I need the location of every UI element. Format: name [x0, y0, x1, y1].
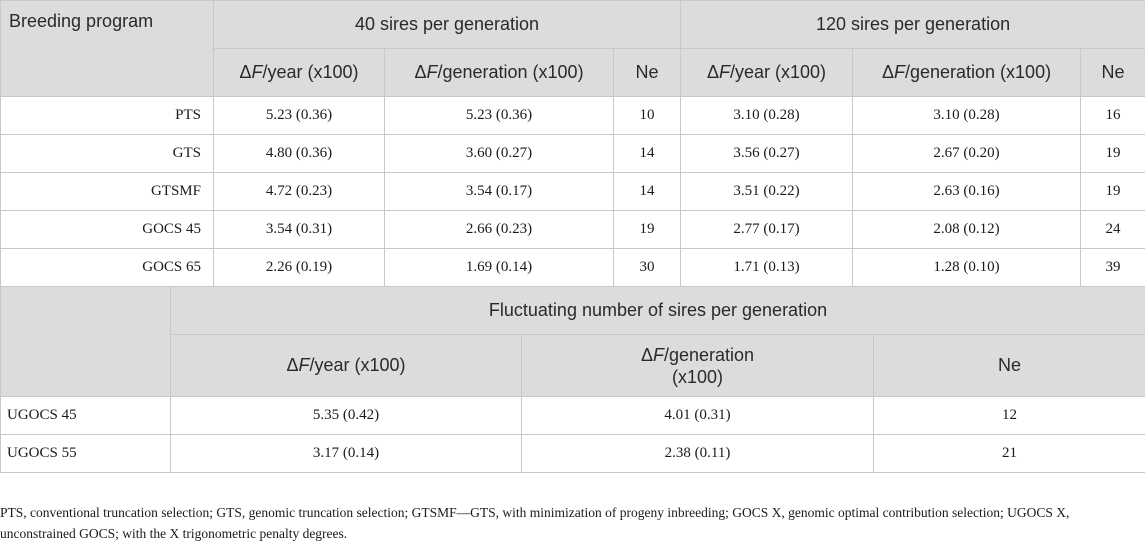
- dF-gen-40-cell: 3.60 (0.27): [384, 134, 614, 173]
- dF-generation-fluct-header: ΔF/generation (x100): [521, 334, 874, 397]
- dF-year-120-cell: 3.51 (0.22): [680, 172, 854, 211]
- table-row: UGOCS 45 5.35 (0.42) 4.01 (0.31) 12: [0, 396, 1145, 435]
- dF-gen-120-cell: 3.10 (0.28): [852, 96, 1082, 135]
- dF-year-120-cell: 3.56 (0.27): [680, 134, 854, 173]
- ne-fluct-cell: 21: [873, 434, 1145, 473]
- table-row: GTSMF 4.72 (0.23) 3.54 (0.17) 14 3.51 (0…: [0, 172, 1145, 211]
- dF-year-120-cell: 3.10 (0.28): [680, 96, 854, 135]
- dF-gen-40-cell: 5.23 (0.36): [384, 96, 614, 135]
- table-footnote: PTS, conventional truncation selection; …: [0, 505, 1070, 541]
- dF-gen-40-cell: 2.66 (0.23): [384, 210, 614, 249]
- table-row: UGOCS 55 3.17 (0.14) 2.38 (0.11) 21: [0, 434, 1145, 473]
- dF-year-40-cell: 3.54 (0.31): [213, 210, 385, 249]
- group-fluctuating-header: Fluctuating number of sires per generati…: [170, 286, 1145, 335]
- ne-fluct-cell: 12: [873, 396, 1145, 435]
- ne-120-cell: 24: [1080, 210, 1145, 249]
- dF-year-fluct-cell: 5.35 (0.42): [170, 396, 522, 435]
- inbreeding-table-fixed-sires: Breeding program 40 sires per generation…: [0, 0, 1145, 287]
- program-cell: PTS: [0, 96, 214, 135]
- dF-year-40-cell: 4.72 (0.23): [213, 172, 385, 211]
- dF-year-fluct-cell: 3.17 (0.14): [170, 434, 522, 473]
- ne-120-cell: 19: [1080, 172, 1145, 211]
- dF-year-40-cell: 2.26 (0.19): [213, 248, 385, 287]
- table-row: GOCS 45 3.54 (0.31) 2.66 (0.23) 19 2.77 …: [0, 210, 1145, 249]
- dF-gen-40-cell: 1.69 (0.14): [384, 248, 614, 287]
- program-cell: UGOCS 55: [0, 434, 171, 473]
- breeding-program-header: Breeding program: [0, 0, 214, 97]
- dF-year-120-cell: 1.71 (0.13): [680, 248, 854, 287]
- dF-gen-120-cell: 2.67 (0.20): [852, 134, 1082, 173]
- group-40-sires-header: 40 sires per generation: [212, 0, 682, 49]
- ne-40-cell: 14: [612, 134, 682, 173]
- dF-year-fluct-header: ΔF/year (x100): [170, 334, 522, 397]
- table-row: GOCS 65 2.26 (0.19) 1.69 (0.14) 30 1.71 …: [0, 248, 1145, 287]
- dF-year-120-cell: 2.77 (0.17): [680, 210, 854, 249]
- table-row: PTS 5.23 (0.36) 5.23 (0.36) 10 3.10 (0.2…: [0, 96, 1145, 135]
- ne-fluct-header: Ne: [873, 334, 1145, 397]
- ne-120-header: Ne: [1080, 48, 1145, 97]
- dF-year-40-cell: 5.23 (0.36): [213, 96, 385, 135]
- results-table-container: Breeding program 40 sires per generation…: [0, 0, 1145, 473]
- dF-gen-120-cell: 2.08 (0.12): [852, 210, 1082, 249]
- ne-40-cell: 14: [612, 172, 682, 211]
- program-cell: GOCS 45: [0, 210, 214, 249]
- ne-120-cell: 39: [1080, 248, 1145, 287]
- ne-40-header: Ne: [612, 48, 682, 97]
- dF-gen-120-cell: 2.63 (0.16): [852, 172, 1082, 211]
- dF-gen-40-cell: 3.54 (0.17): [384, 172, 614, 211]
- program-cell: GOCS 65: [0, 248, 214, 287]
- ne-120-cell: 19: [1080, 134, 1145, 173]
- table-row: GTS 4.80 (0.36) 3.60 (0.27) 14 3.56 (0.2…: [0, 134, 1145, 173]
- group-120-sires-header: 120 sires per generation: [680, 0, 1145, 49]
- inbreeding-table-fluctuating-sires: Fluctuating number of sires per generati…: [0, 286, 1145, 473]
- dF-year-40-cell: 4.80 (0.36): [213, 134, 385, 173]
- ne-120-cell: 16: [1080, 96, 1145, 135]
- ne-40-cell: 10: [612, 96, 682, 135]
- ne-40-cell: 19: [612, 210, 682, 249]
- ne-40-cell: 30: [612, 248, 682, 287]
- program-cell: UGOCS 45: [0, 396, 171, 435]
- program-cell: GTSMF: [0, 172, 214, 211]
- dF-gen-fluct-cell: 2.38 (0.11): [521, 434, 874, 473]
- program-cell: GTS: [0, 134, 214, 173]
- dF-generation-120-header: ΔF/generation (x100): [852, 48, 1082, 97]
- dF-generation-40-header: ΔF/generation (x100): [384, 48, 614, 97]
- dF-gen-120-cell: 1.28 (0.10): [852, 248, 1082, 287]
- program-header-blank: [0, 286, 171, 397]
- dF-year-120-header: ΔF/year (x100): [680, 48, 854, 97]
- dF-gen-fluct-cell: 4.01 (0.31): [521, 396, 874, 435]
- dF-year-40-header: ΔF/year (x100): [213, 48, 385, 97]
